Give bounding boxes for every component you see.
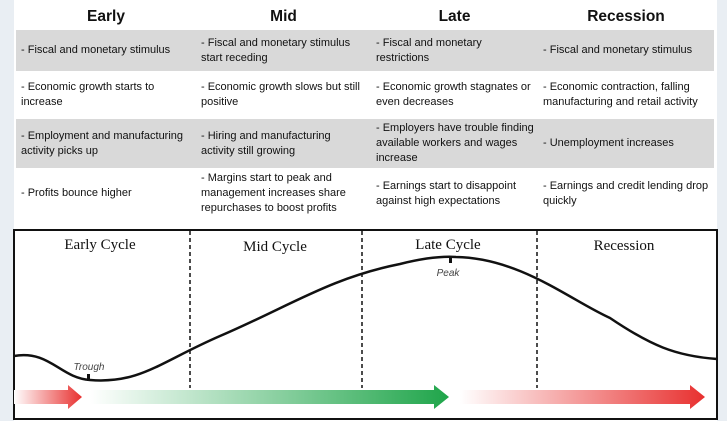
header-mid: Mid — [270, 8, 297, 25]
phase-characteristics-table: Early Mid Late Recession - Fiscal and mo… — [16, 4, 714, 219]
table-row-growth: - Economic growth starts to increase - E… — [16, 71, 714, 119]
growth-phase-green-arrow — [90, 385, 449, 409]
late-phase-red-arrow — [460, 385, 705, 409]
header-early: Early — [87, 8, 125, 25]
table-cell: - Fiscal and monetary stimulus — [538, 30, 714, 71]
table-cell: - Economic growth stagnates or even decr… — [376, 81, 531, 108]
table-cell: - Economic growth starts to increase — [21, 81, 155, 108]
table-cell: - Unemployment increases — [538, 119, 714, 168]
table-row-employment: - Employment and manufacturing activity … — [16, 119, 714, 168]
early-phase-red-arrow — [14, 385, 82, 409]
table-cell: - Fiscal and monetary stimulus start rec… — [196, 30, 371, 71]
phase-label-mid: Mid Cycle — [243, 239, 307, 255]
header-late: Late — [438, 8, 471, 25]
phase-label-early: Early Cycle — [64, 237, 136, 253]
table-row-policy: - Fiscal and monetary stimulus - Fiscal … — [16, 30, 714, 71]
table-cell: - Fiscal and monetary restrictions — [371, 30, 538, 71]
phase-label-recession: Recession — [594, 238, 655, 254]
trough-marker — [87, 374, 90, 381]
table-row-profits: - Profits bounce higher - Margins start … — [16, 168, 714, 219]
business-cycle-curve — [13, 255, 718, 382]
table-cell: - Employers have trouble finding availab… — [371, 119, 538, 168]
peak-label: Peak — [437, 268, 461, 279]
table-cell: - Fiscal and monetary stimulus — [16, 30, 196, 71]
table-cell: - Employment and manufacturing activity … — [16, 119, 196, 168]
phase-label-late: Late Cycle — [415, 237, 481, 253]
table-cell: - Hiring and manufacturing activity stil… — [196, 119, 371, 168]
trough-label: Trough — [74, 362, 105, 373]
table-cell: - Economic growth slows but still positi… — [201, 81, 360, 108]
diagram-frame — [13, 229, 718, 420]
table-cell: - Economic contraction, falling manufact… — [543, 81, 698, 108]
table-header-row: Early Mid Late Recession — [16, 4, 714, 30]
table-cell: - Earnings start to disappoint against h… — [376, 179, 517, 207]
table-cell: - Margins start to peak and management i… — [201, 172, 346, 214]
table-cell: - Profits bounce higher — [21, 187, 132, 199]
peak-marker — [449, 256, 452, 263]
table-cell: - Earnings and credit lending drop quick… — [543, 179, 709, 207]
header-recession: Recession — [587, 8, 665, 25]
